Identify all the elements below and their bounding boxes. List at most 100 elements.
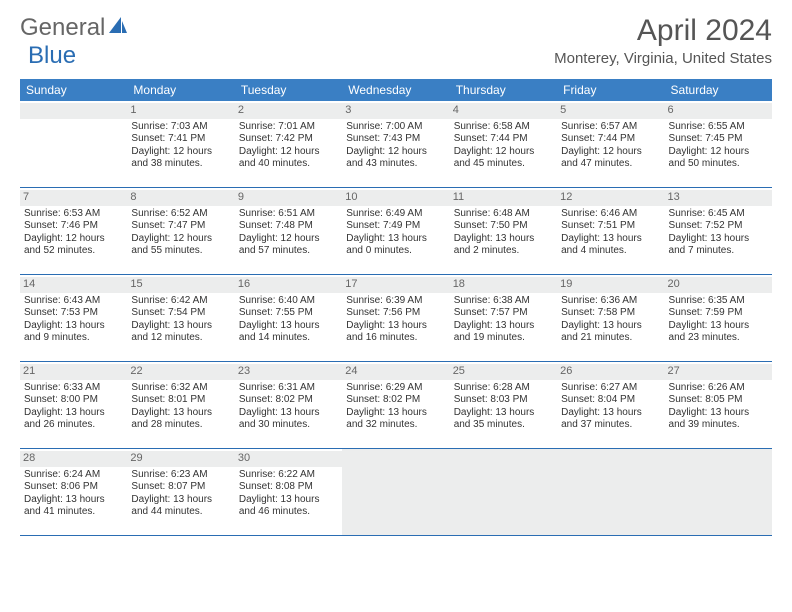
day-cell-28: 28Sunrise: 6:24 AMSunset: 8:06 PMDayligh… [20, 449, 127, 535]
day-detail: Sunrise: 6:33 AM [24, 382, 123, 395]
day-number: 27 [665, 364, 772, 380]
day-cell-14: 14Sunrise: 6:43 AMSunset: 7:53 PMDayligh… [20, 275, 127, 361]
day-detail: Sunrise: 7:03 AM [131, 121, 230, 134]
day-detail: Sunset: 7:42 PM [239, 133, 338, 146]
day-detail: Sunrise: 6:48 AM [454, 208, 553, 221]
day-detail: Daylight: 13 hours [561, 233, 660, 246]
calendar-grid: 1 Sunrise: 7:03 AMSunset: 7:41 PM Daylight… [20, 101, 772, 536]
day-detail: Sunrise: 6:46 AM [561, 208, 660, 221]
day-detail: Daylight: 13 hours [454, 407, 553, 420]
day-detail: Sunset: 8:01 PM [131, 394, 230, 407]
week-row: 14Sunrise: 6:43 AMSunset: 7:53 PMDayligh… [20, 275, 772, 362]
day-detail: Daylight: 13 hours [239, 407, 338, 420]
weekday-sunday: Sunday [20, 79, 127, 101]
day-detail: Sunrise: 6:23 AM [131, 469, 230, 482]
day-number: 5 [557, 103, 664, 119]
day-number: 4 [450, 103, 557, 119]
title-block: April 2024 Monterey, Virginia, United St… [554, 14, 772, 67]
day-number: 11 [450, 190, 557, 206]
week-row: 1 Sunrise: 7:03 AMSunset: 7:41 PM Daylight… [20, 101, 772, 188]
day-detail: Sunset: 8:04 PM [561, 394, 660, 407]
day-detail: Daylight: 12 hours [669, 146, 768, 159]
day-cell-15: 15Sunrise: 6:42 AMSunset: 7:54 PMDayligh… [127, 275, 234, 361]
day-cell-5: 5Sunrise: 6:57 AMSunset: 7:44 PMDaylight… [557, 101, 664, 187]
day-detail: Daylight: 13 hours [346, 320, 445, 333]
day-detail: Sunset: 8:06 PM [24, 481, 123, 494]
day-detail: Sunset: 7:41 PM [131, 133, 230, 146]
day-cell-11: 11Sunrise: 6:48 AMSunset: 7:50 PMDayligh… [450, 188, 557, 274]
day-number: 2 [235, 103, 342, 119]
day-detail: and 32 minutes. [346, 419, 445, 432]
day-number: 26 [557, 364, 664, 380]
day-detail: and 39 minutes. [669, 419, 768, 432]
day-detail: Daylight: 12 hours [454, 146, 553, 159]
day-number: 21 [20, 364, 127, 380]
day-detail: Daylight: 13 hours [131, 320, 230, 333]
day-detail: Sunrise: 6:31 AM [239, 382, 338, 395]
day-detail: Sunrise: 6:26 AM [669, 382, 768, 395]
day-cell-8: 8Sunrise: 6:52 AMSunset: 7:47 PMDaylight… [127, 188, 234, 274]
day-detail: Daylight: 12 hours [239, 146, 338, 159]
day-detail: and 28 minutes. [131, 419, 230, 432]
day-detail: Sunrise: 6:53 AM [24, 208, 123, 221]
day-detail: Sunrise: 7:00 AM [346, 121, 445, 134]
day-cell-20: 20Sunrise: 6:35 AMSunset: 7:59 PMDayligh… [665, 275, 772, 361]
day-detail: Sunset: 7:44 PM [454, 133, 553, 146]
day-detail: Daylight: 13 hours [669, 407, 768, 420]
day-detail: Sunset: 7:44 PM [561, 133, 660, 146]
logo: General [20, 14, 131, 42]
weekday-saturday: Saturday [665, 79, 772, 101]
day-number: 8 [127, 190, 234, 206]
day-detail: and 16 minutes. [346, 332, 445, 345]
day-cell-7: 7Sunrise: 6:53 AMSunset: 7:46 PMDaylight… [20, 188, 127, 274]
day-detail: Daylight: 13 hours [561, 320, 660, 333]
empty-cell [20, 101, 127, 187]
day-detail: and 21 minutes. [561, 332, 660, 345]
empty-cell [342, 449, 449, 535]
day-detail: and 40 minutes. [239, 158, 338, 171]
day-detail: Sunset: 7:47 PM [131, 220, 230, 233]
day-cell-10: 10Sunrise: 6:49 AMSunset: 7:49 PMDayligh… [342, 188, 449, 274]
day-detail: Sunset: 7:56 PM [346, 307, 445, 320]
day-detail: Sunset: 7:52 PM [669, 220, 768, 233]
day-number: 3 [342, 103, 449, 119]
day-detail: Sunset: 8:08 PM [239, 481, 338, 494]
day-detail: Sunrise: 6:40 AM [239, 295, 338, 308]
day-number: 19 [557, 277, 664, 293]
day-detail: Sunset: 7:59 PM [669, 307, 768, 320]
day-detail: Daylight: 13 hours [24, 407, 123, 420]
day-number: 1 [127, 103, 234, 119]
day-detail: and 46 minutes. [239, 506, 338, 519]
day-detail: Daylight: 13 hours [24, 320, 123, 333]
day-detail: Sunrise: 7:01 AM [239, 121, 338, 134]
empty-cell [665, 449, 772, 535]
weekday-tuesday: Tuesday [235, 79, 342, 101]
day-detail: and 4 minutes. [561, 245, 660, 258]
day-detail: and 35 minutes. [454, 419, 553, 432]
day-number: 25 [450, 364, 557, 380]
day-detail: Sunset: 7:58 PM [561, 307, 660, 320]
day-detail: Sunrise: 6:52 AM [131, 208, 230, 221]
day-detail: Sunset: 7:46 PM [24, 220, 123, 233]
day-number: 15 [127, 277, 234, 293]
day-number: 23 [235, 364, 342, 380]
day-number: 20 [665, 277, 772, 293]
day-cell-6: 6Sunrise: 6:55 AMSunset: 7:45 PMDaylight… [665, 101, 772, 187]
day-detail: Daylight: 12 hours [346, 146, 445, 159]
day-detail: Sunrise: 6:35 AM [669, 295, 768, 308]
day-cell-22: 22Sunrise: 6:32 AMSunset: 8:01 PMDayligh… [127, 362, 234, 448]
day-detail: Daylight: 13 hours [131, 407, 230, 420]
weekday-wednesday: Wednesday [342, 79, 449, 101]
day-detail: Sunrise: 6:39 AM [346, 295, 445, 308]
day-cell-3: 3Sunrise: 7:00 AMSunset: 7:43 PMDaylight… [342, 101, 449, 187]
day-number: 6 [665, 103, 772, 119]
logo-text-general: General [20, 14, 105, 42]
day-detail: Sunrise: 6:57 AM [561, 121, 660, 134]
day-detail: and 23 minutes. [669, 332, 768, 345]
day-detail: and 7 minutes. [669, 245, 768, 258]
calendar-table: SundayMondayTuesdayWednesdayThursdayFrid… [20, 79, 772, 536]
day-detail: and 41 minutes. [24, 506, 123, 519]
day-detail: and 12 minutes. [131, 332, 230, 345]
day-number: 9 [235, 190, 342, 206]
day-detail: Sunrise: 6:49 AM [346, 208, 445, 221]
